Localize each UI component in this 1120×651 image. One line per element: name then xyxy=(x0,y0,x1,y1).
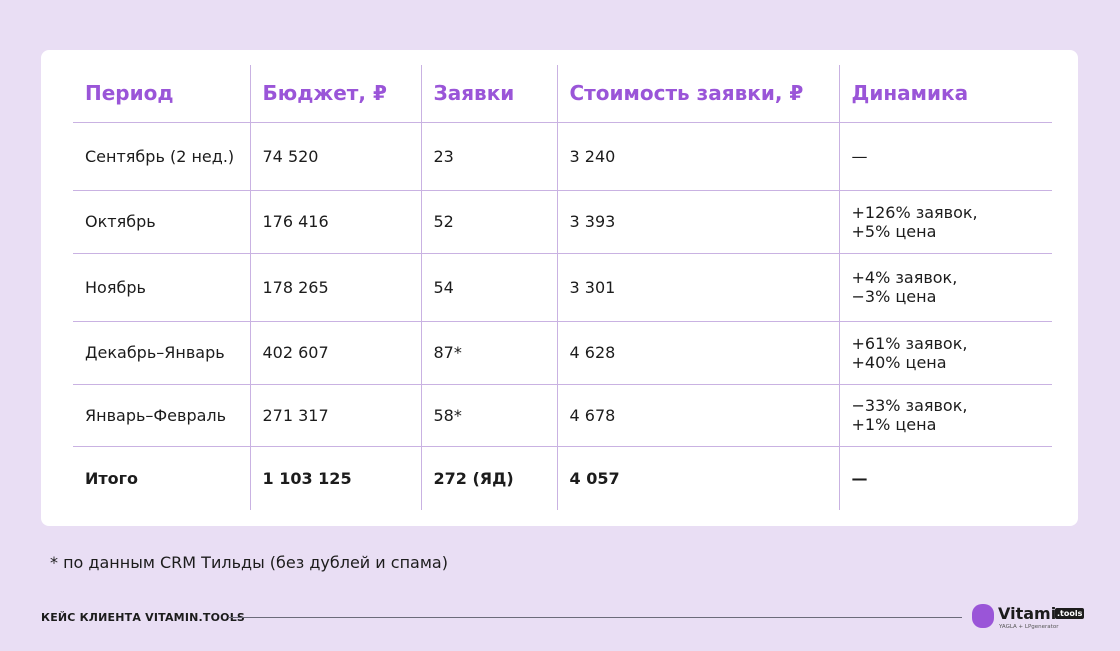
table-card: Период Бюджет, ₽ Заявки Стоимость заявки, ₽… xyxy=(41,50,1078,526)
table-cell: 3 301 xyxy=(556,252,839,321)
footnote: * по данным CRM Тильды (без дублей и спа… xyxy=(50,553,448,572)
table-cell: +4% заявок, −3% цена xyxy=(838,252,1052,321)
table-cell: +61% заявок, +40% цена xyxy=(838,320,1052,384)
table-cell: −33% заявок, +1% цена xyxy=(838,383,1052,446)
table-row: Октябрь 176 416 52 3 393 +126% заявок, +5% це… xyxy=(73,189,1052,253)
cell-line: +40% цена xyxy=(851,352,947,372)
footer-label: КЕЙС КЛИЕНТА VITAMIN.TOOLS xyxy=(41,611,246,624)
table-cell: Итого xyxy=(73,445,250,510)
header-cell: Динамика xyxy=(838,65,1052,122)
table-cell: 176 416 xyxy=(249,189,421,253)
table-cell: Сентябрь (2 нед.) xyxy=(73,121,250,190)
footer-rule xyxy=(228,617,962,618)
table-cell: 52 xyxy=(420,189,557,253)
table-cell: 1 103 125 xyxy=(249,445,421,510)
table-cell: Декабрь–Январь xyxy=(73,320,250,384)
table-cell: 87* xyxy=(420,320,557,384)
header-row: Период Бюджет, ₽ Заявки Стоимость заявки, ₽… xyxy=(73,65,1052,122)
cell-line: −33% заявок, xyxy=(851,396,968,415)
table-cell: 271 317 xyxy=(249,383,421,446)
table-cell: Январь–Февраль xyxy=(73,383,250,446)
table-cell: 402 607 xyxy=(249,320,421,384)
logo: Vitamin .tools YAGLA + LPgenerator xyxy=(972,604,1092,634)
logo-icon xyxy=(972,604,994,628)
table-cell: 3 393 xyxy=(556,189,839,253)
table-cell: 4 678 xyxy=(556,383,839,446)
table-cell: 4 057 xyxy=(556,445,839,510)
cell-line: −3% цена xyxy=(851,287,937,306)
table-cell: Октябрь xyxy=(73,189,250,253)
table-cell: 272 (ЯД) xyxy=(420,445,557,510)
total-row: Итого 1 103 125 272 (ЯД) 4 057 — xyxy=(73,445,1052,510)
table-row: Январь–Февраль 271 317 58* 4 678 −33% заявок… xyxy=(73,383,1052,446)
header-cell: Заявки xyxy=(420,65,557,122)
header-cell: Бюджет, ₽ xyxy=(249,65,421,122)
table-cell: 74 520 xyxy=(249,121,421,190)
table-row: Сентябрь (2 нед.) 74 520 23 3 240 — xyxy=(73,121,1052,190)
cell-line: +5% цена xyxy=(851,221,937,241)
cell-line: — xyxy=(851,146,868,166)
table-cell: — xyxy=(838,445,1052,510)
table-cell: 58* xyxy=(420,383,557,446)
table-cell: 4 628 xyxy=(556,320,839,384)
table-cell: 3 240 xyxy=(556,121,839,190)
table-cell: 23 xyxy=(420,121,557,190)
table-cell: +126% заявок, +5% цена xyxy=(838,189,1052,253)
logo-badge: .tools xyxy=(1055,608,1085,619)
table-row: Декабрь–Январь 402 607 87* 4 628 +61% заявок… xyxy=(73,320,1052,384)
table-cell: — xyxy=(838,121,1052,190)
logo-name: Vitamin xyxy=(998,604,1068,623)
cell-line: — xyxy=(851,468,868,488)
table-row: Ноябрь 178 265 54 3 301 +4% заявок, −3% цена xyxy=(73,252,1052,321)
table-cell: 178 265 xyxy=(249,252,421,321)
cell-line: +61% заявок, xyxy=(851,333,968,353)
cell-line: +126% заявок, xyxy=(851,202,978,222)
table: Период Бюджет, ₽ Заявки Стоимость заявки, ₽… xyxy=(73,65,1052,510)
header-cell: Стоимость заявки, ₽ xyxy=(556,65,839,122)
logo-sub: YAGLA + LPgenerator xyxy=(999,624,1059,630)
table-cell: Ноябрь xyxy=(73,252,250,321)
cell-line: +4% заявок, xyxy=(851,268,958,287)
table-cell: 54 xyxy=(420,252,557,321)
cell-line: +1% цена xyxy=(851,415,937,434)
header-cell: Период xyxy=(85,80,174,105)
